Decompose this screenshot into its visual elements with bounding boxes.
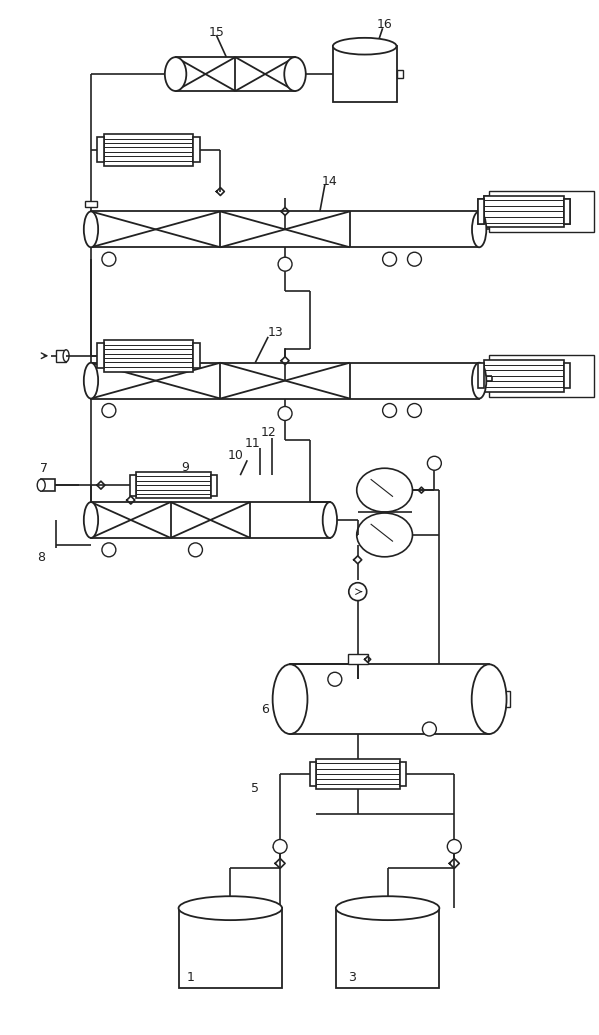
Ellipse shape [84, 362, 98, 398]
Bar [502, 691, 510, 707]
Bar [97, 137, 104, 162]
Bar [193, 137, 200, 162]
Circle shape [278, 258, 292, 271]
Ellipse shape [84, 502, 98, 538]
Bar [193, 343, 200, 368]
Bar [564, 199, 570, 225]
Bar [104, 134, 193, 166]
Bar [91, 211, 479, 247]
Ellipse shape [179, 896, 282, 920]
Bar [484, 360, 564, 391]
Text: 3: 3 [348, 972, 356, 984]
Bar [564, 363, 570, 388]
Text: 16: 16 [377, 18, 392, 31]
Bar [97, 343, 104, 368]
Text: 8: 8 [37, 552, 45, 564]
Text: 4: 4 [271, 840, 279, 853]
Bar [179, 908, 282, 987]
Text: 5: 5 [251, 782, 259, 795]
Bar [484, 196, 564, 228]
Ellipse shape [357, 468, 413, 512]
Bar [211, 475, 217, 496]
Bar [85, 202, 97, 207]
Circle shape [407, 404, 422, 417]
Text: 15: 15 [208, 26, 224, 38]
Text: 10: 10 [228, 449, 243, 462]
Bar [91, 502, 330, 538]
Bar [91, 362, 479, 398]
Bar [478, 363, 484, 388]
Circle shape [102, 253, 116, 266]
Bar [290, 664, 489, 734]
Bar [397, 70, 403, 78]
Ellipse shape [333, 38, 397, 55]
Bar [484, 196, 564, 228]
Bar [136, 472, 211, 498]
Circle shape [383, 253, 397, 266]
Bar [310, 762, 316, 786]
Text: 13: 13 [267, 326, 283, 339]
Text: 12: 12 [261, 425, 276, 439]
Ellipse shape [165, 57, 186, 91]
Ellipse shape [472, 362, 486, 398]
Text: 7: 7 [40, 462, 48, 475]
Circle shape [447, 839, 461, 854]
Bar [176, 57, 295, 91]
Ellipse shape [357, 513, 413, 557]
Ellipse shape [471, 664, 507, 734]
Ellipse shape [63, 350, 69, 361]
Bar [336, 908, 439, 987]
Text: 1: 1 [186, 972, 195, 984]
Ellipse shape [84, 211, 98, 247]
Circle shape [349, 583, 367, 600]
Bar [316, 759, 400, 789]
Bar [564, 199, 570, 225]
Text: 6: 6 [261, 703, 269, 715]
Text: 4: 4 [450, 840, 458, 853]
Text: 14: 14 [322, 175, 338, 188]
Circle shape [278, 407, 292, 420]
Circle shape [428, 456, 441, 470]
Text: 9: 9 [181, 461, 189, 474]
Circle shape [273, 839, 287, 854]
Bar [489, 190, 594, 232]
Bar [478, 199, 484, 225]
Bar [489, 355, 594, 396]
Ellipse shape [37, 479, 45, 492]
Bar [130, 475, 136, 496]
Bar [348, 654, 368, 664]
Bar [41, 479, 55, 492]
Bar [333, 47, 397, 101]
Circle shape [328, 673, 342, 686]
Circle shape [102, 404, 116, 417]
Bar [400, 762, 406, 786]
Circle shape [407, 253, 422, 266]
Circle shape [189, 543, 202, 557]
Ellipse shape [472, 211, 486, 247]
Ellipse shape [336, 896, 439, 920]
Circle shape [383, 404, 397, 417]
Circle shape [102, 543, 116, 557]
Circle shape [422, 722, 436, 736]
Bar [56, 350, 66, 361]
Ellipse shape [273, 664, 307, 734]
Text: 11: 11 [244, 437, 260, 450]
Ellipse shape [285, 57, 305, 91]
Bar [478, 199, 484, 225]
Bar [104, 339, 193, 372]
Ellipse shape [323, 502, 337, 538]
